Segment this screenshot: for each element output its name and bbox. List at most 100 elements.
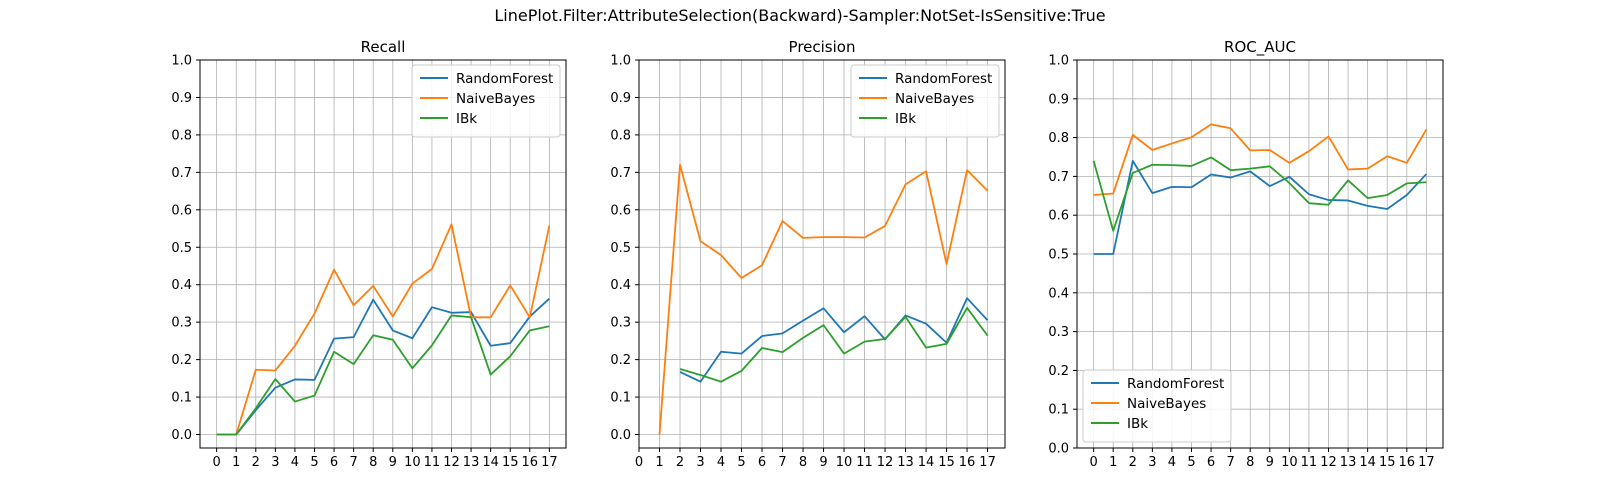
legend-box: [850, 64, 1000, 138]
y-tick-label: 0.3: [171, 316, 192, 331]
y-tick-label: 0.5: [610, 241, 631, 256]
x-tick-label: 1: [1109, 455, 1117, 470]
x-tick-label: 7: [1227, 455, 1235, 470]
x-tick-label: 10: [836, 455, 853, 470]
x-tick-label: 1: [232, 455, 240, 470]
x-tick-label: 5: [1187, 455, 1195, 470]
x-tick-label: 17: [979, 455, 996, 470]
y-tick-label: 0.5: [171, 241, 192, 256]
legend-label-IBk: IBk: [895, 111, 916, 127]
x-tick-label: 0: [212, 455, 220, 470]
y-tick-label: 0.3: [610, 316, 631, 331]
x-tick-label: 4: [1168, 455, 1176, 470]
x-tick-label: 10: [1281, 455, 1298, 470]
y-tick-label: 0.4: [171, 278, 192, 293]
y-tick-label: 0.8: [171, 128, 192, 143]
x-tick-label: 14: [918, 455, 935, 470]
x-tick-label: 2: [1129, 455, 1137, 470]
y-tick-label: 0.8: [610, 128, 631, 143]
x-tick-label: 9: [1266, 455, 1274, 470]
series-line-NaiveBayes: [658, 163, 989, 435]
x-tick-label: 8: [369, 455, 377, 470]
x-tick-label: 1: [655, 455, 663, 470]
x-tick-label: 14: [1359, 455, 1376, 470]
x-tick-label: 3: [696, 455, 704, 470]
subplot-0: 0 1 2 3 4 5 6 7 8 9 10 11 12 13 14 15 16 170.00.10.20.30.…: [171, 38, 567, 470]
subplot-title: Precision: [789, 38, 856, 56]
x-tick-label: 13: [463, 455, 480, 470]
x-tick-label: 4: [717, 455, 725, 470]
x-tick-label: 17: [1418, 455, 1435, 470]
x-tick-label: 15: [1379, 455, 1396, 470]
series-line-IBk: [1092, 156, 1427, 232]
series-line-NaiveBayes: [1093, 123, 1428, 196]
legend-box: [1082, 369, 1232, 443]
x-tick-label: 2: [252, 455, 260, 470]
y-tick-label: 0.6: [1048, 209, 1069, 224]
x-tick-label: 5: [737, 455, 745, 470]
y-tick-label: 0.7: [171, 166, 192, 181]
x-tick-label: 16: [522, 455, 539, 470]
x-tick-label: 15: [938, 455, 955, 470]
y-tick-label: 0.9: [1048, 92, 1069, 107]
x-tick-label: 12: [1320, 455, 1337, 470]
y-tick-label: 0.5: [1048, 248, 1069, 263]
subplot-2: 0 1 2 3 4 5 6 7 8 9 10 11 12 13 14 15 16 170.00.10.20.30.…: [1048, 38, 1444, 470]
legend-label-NaiveBayes: NaiveBayes: [456, 91, 535, 107]
axes-frame: [199, 59, 567, 449]
x-tick-label: 13: [897, 455, 914, 470]
subplot-1: 0 1 2 3 4 5 6 7 8 9 10 11 12 13 14 15 16 170.00.10.20.30.…: [610, 38, 1006, 470]
y-tick-label: 0.1: [610, 391, 631, 406]
legend-label-RandomForest: RandomForest: [895, 71, 992, 87]
y-tick-label: 0.2: [171, 353, 192, 368]
x-tick-label: 4: [291, 455, 299, 470]
x-tick-label: 7: [778, 455, 786, 470]
y-tick-label: 0.9: [171, 91, 192, 106]
x-tick-label: 8: [1246, 455, 1254, 470]
y-tick-label: 0.7: [610, 166, 631, 181]
legend: RandomForest NaiveBayes IBk: [850, 64, 1000, 138]
y-tick-label: 1.0: [610, 54, 631, 69]
x-tick-label: 15: [502, 455, 519, 470]
legend-label-IBk: IBk: [1127, 416, 1148, 432]
x-tick-label: 0: [1089, 455, 1097, 470]
x-tick-label: 9: [819, 455, 827, 470]
series-line-IBk: [216, 314, 550, 436]
x-tick-label: 13: [1340, 455, 1357, 470]
y-tick-label: 0.7: [1048, 170, 1069, 185]
x-tick-label: 14: [482, 455, 499, 470]
legend-label-RandomForest: RandomForest: [456, 71, 553, 87]
y-tick-label: 0.8: [1048, 131, 1069, 146]
y-tick-label: 0.4: [610, 278, 631, 293]
legend-box: [411, 64, 561, 138]
y-tick-label: 0.9: [610, 91, 631, 106]
legend-label-NaiveBayes: NaiveBayes: [895, 91, 974, 107]
y-tick-label: 1.0: [171, 54, 192, 69]
y-tick-label: 0.1: [1048, 403, 1069, 418]
subplot-title: Recall: [361, 38, 406, 56]
legend-label-RandomForest: RandomForest: [1127, 376, 1224, 392]
series-line-RandomForest: [679, 297, 989, 383]
x-tick-label: 10: [404, 455, 421, 470]
x-tick-label: 17: [541, 455, 558, 470]
x-tick-label: 8: [799, 455, 807, 470]
y-tick-label: 0.4: [1048, 286, 1069, 301]
figure-title: LinePlot.Filter:AttributeSelection(Backw…: [494, 6, 1106, 25]
y-tick-label: 0.0: [610, 428, 631, 443]
x-tick-label: 3: [1148, 455, 1156, 470]
x-tick-label: 2: [676, 455, 684, 470]
x-tick-label: 6: [330, 455, 338, 470]
x-tick-label: 7: [350, 455, 358, 470]
series-line-RandomForest: [216, 297, 550, 436]
y-tick-label: 0.1: [171, 391, 192, 406]
legend: RandomForest NaiveBayes IBk: [411, 64, 561, 138]
legend-label-IBk: IBk: [456, 111, 477, 127]
series-line-RandomForest: [1093, 159, 1428, 255]
x-tick-label: 11: [424, 455, 441, 470]
x-tick-label: 0: [635, 455, 643, 470]
legend-label-NaiveBayes: NaiveBayes: [1127, 396, 1206, 412]
x-tick-label: 9: [389, 455, 397, 470]
y-tick-label: 0.0: [171, 428, 192, 443]
